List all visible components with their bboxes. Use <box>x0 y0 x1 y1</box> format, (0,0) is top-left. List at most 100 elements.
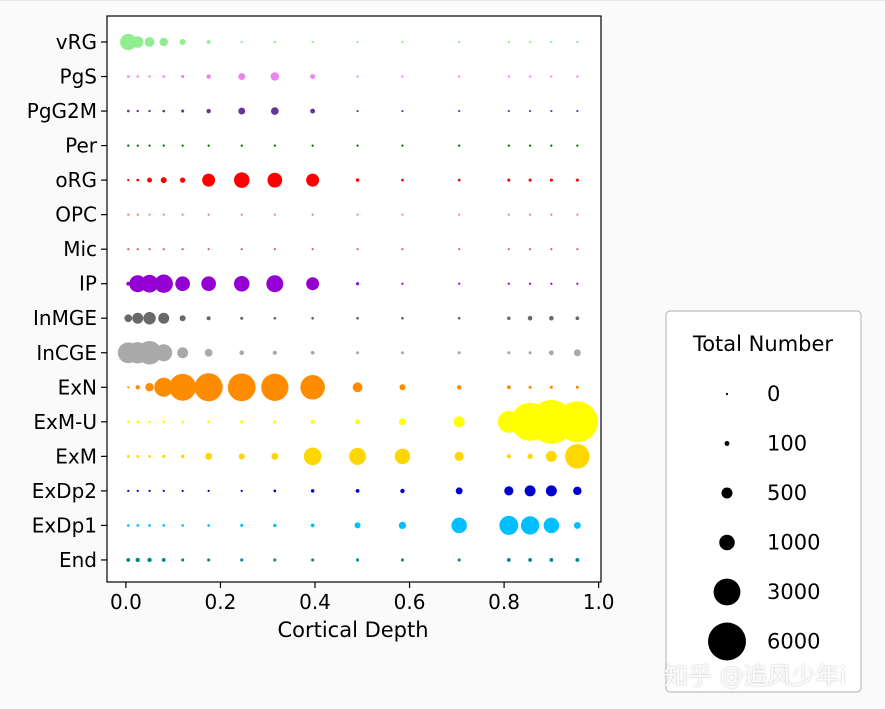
dot-pgg2m-1 <box>136 109 139 113</box>
dot-ip-7 <box>266 275 284 293</box>
dot-ip-5 <box>201 276 216 292</box>
dot-exdp1-7 <box>273 523 277 528</box>
x-tick-label: 0.2 <box>205 590 237 614</box>
dot-end-8 <box>311 558 315 562</box>
y-tick-label-vrg: vRG <box>56 30 97 54</box>
dot-vrg-2 <box>144 37 155 47</box>
dot-incge-15 <box>573 349 581 357</box>
dot-inmge-12 <box>507 316 511 320</box>
dot-pgs-10 <box>401 75 404 78</box>
dot-ip-11 <box>458 282 461 285</box>
dot-exdp2-13 <box>524 485 536 497</box>
legend-box <box>665 310 862 693</box>
dot-opc-0 <box>127 213 130 216</box>
dot-inmge-13 <box>527 315 533 321</box>
series-pgs <box>126 72 579 81</box>
y-tick-label-exm: ExM <box>55 444 97 468</box>
dot-mic-15 <box>576 248 579 251</box>
dot-exn-10 <box>399 384 406 391</box>
dot-vrg-5 <box>206 40 211 44</box>
legend-marker-0 <box>725 392 729 396</box>
dot-vrg-8 <box>311 40 314 44</box>
watermark: 知乎 @追风少年i <box>664 662 847 690</box>
dot-end-3 <box>161 558 166 562</box>
dot-vrg-1 <box>131 36 144 48</box>
legend-label-2: 500 <box>767 481 807 505</box>
y-tick-label-pgg2m: PgG2M <box>27 99 97 123</box>
legend-label-3: 1000 <box>767 531 820 555</box>
dot-exdp2-7 <box>273 489 277 493</box>
dot-exdp1-11 <box>451 517 467 534</box>
dot-opc-3 <box>162 213 165 216</box>
dot-end-1 <box>135 557 140 563</box>
x-tick-label: 1.0 <box>583 590 615 614</box>
dot-per-3 <box>162 144 165 147</box>
dot-per-12 <box>507 144 510 147</box>
series-exm-u <box>126 399 598 444</box>
dot-end-10 <box>400 558 405 562</box>
dot-inmge-5 <box>206 316 211 321</box>
dot-pgs-5 <box>206 74 211 79</box>
dot-exdp1-10 <box>398 521 407 530</box>
dot-pgs-0 <box>126 75 130 78</box>
dot-incge-6 <box>239 350 245 356</box>
dot-exm-13 <box>527 453 533 460</box>
dot-exm-u-0 <box>126 420 130 424</box>
dot-per-9 <box>356 144 359 147</box>
dot-exn-3 <box>154 377 174 397</box>
dot-ip-10 <box>401 282 404 285</box>
dot-exm-u-6 <box>240 420 244 424</box>
dot-per-8 <box>311 144 314 147</box>
y-axis: vRG PgS PgG2M Per oRG OPC Mic IP InMGE InCGE ExN Ex… <box>27 30 107 572</box>
dot-pgs-7 <box>270 72 280 81</box>
dot-inmge-9 <box>356 316 359 320</box>
dot-per-4 <box>181 144 184 147</box>
dot-exm-u-15 <box>556 401 598 443</box>
dot-exdp1-0 <box>126 524 130 527</box>
dot-vrg-6 <box>240 40 243 44</box>
size-legend: Total Number 0 100 500 1000 3000 6000 <box>665 310 862 693</box>
dot-opc-9 <box>356 213 359 216</box>
dot-org-0 <box>127 179 130 182</box>
dot-exdp2-12 <box>504 486 514 496</box>
dot-exm-8 <box>303 447 322 466</box>
series-per <box>127 144 579 147</box>
dot-per-13 <box>528 144 532 147</box>
dot-per-0 <box>127 144 130 147</box>
dot-exdp2-15 <box>573 486 582 496</box>
dot-pgg2m-4 <box>181 109 185 113</box>
dot-vrg-14 <box>550 40 553 44</box>
dot-exm-u-10 <box>398 418 406 426</box>
x-tick-label: 0.8 <box>488 590 520 614</box>
dot-exm-u-9 <box>355 419 360 425</box>
dot-pgs-14 <box>550 75 553 78</box>
dot-org-10 <box>401 178 404 182</box>
y-tick-label-ip: IP <box>79 272 97 296</box>
legend-marker-4 <box>713 578 741 606</box>
dot-ip-9 <box>356 282 360 286</box>
dot-exn-0 <box>127 386 130 389</box>
dot-exm-3 <box>162 454 166 458</box>
dot-exdp1-2 <box>148 524 151 527</box>
dot-pgg2m-3 <box>162 109 166 113</box>
dot-exdp1-6 <box>240 523 244 527</box>
dot-per-10 <box>401 144 404 147</box>
dot-end-7 <box>273 558 277 562</box>
dot-pgg2m-6 <box>238 107 246 115</box>
dot-opc-6 <box>240 213 243 216</box>
dot-exdp1-13 <box>520 516 540 535</box>
dot-exdp1-14 <box>543 517 560 534</box>
dot-incge-4 <box>177 347 189 359</box>
dot-inmge-15 <box>575 316 580 321</box>
dot-end-4 <box>181 558 185 562</box>
dot-exn-12 <box>506 385 511 390</box>
dot-pgg2m-0 <box>126 109 130 113</box>
dot-end-13 <box>528 558 532 562</box>
dot-pgs-11 <box>458 75 461 78</box>
dot-pgs-4 <box>181 74 185 79</box>
dot-exn-15 <box>575 385 579 389</box>
dot-inmge-1 <box>132 312 144 324</box>
dot-per-6 <box>240 144 243 147</box>
dot-pgg2m-14 <box>550 109 553 113</box>
dot-per-5 <box>207 144 210 147</box>
